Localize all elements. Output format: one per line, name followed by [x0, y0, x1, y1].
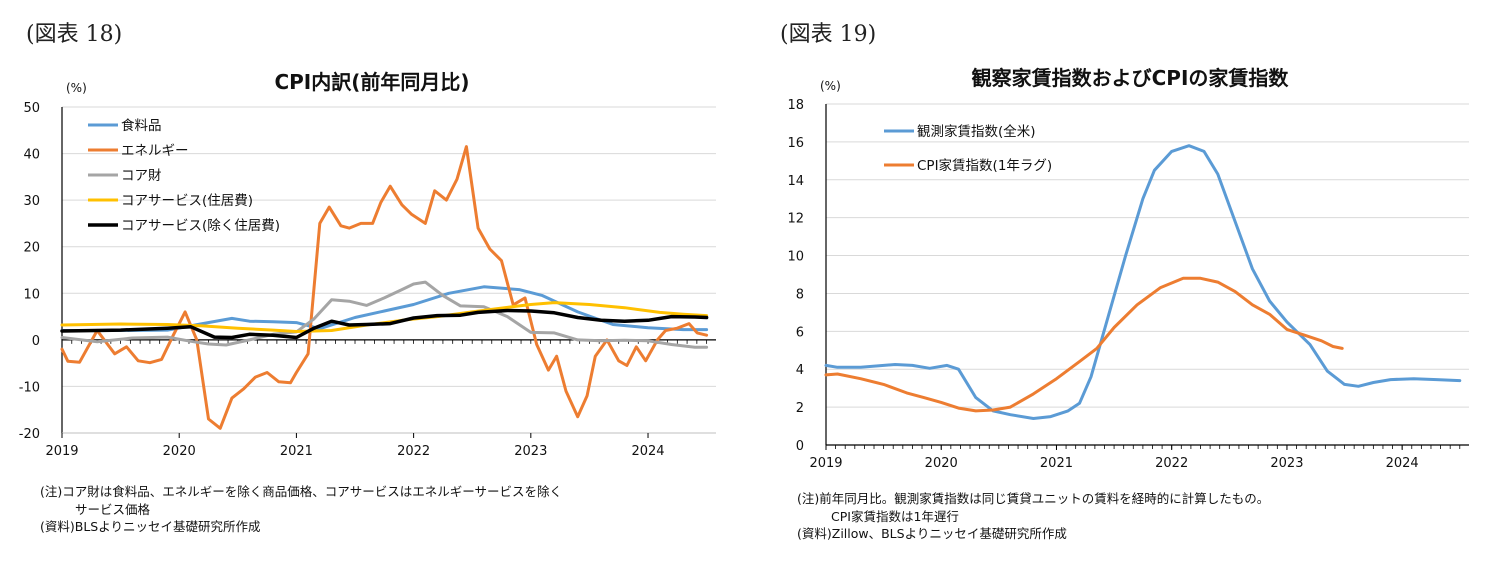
legend-label: エネルギー [121, 143, 189, 159]
figure-label: (図表 19) [780, 22, 877, 47]
y-tick-label: 2 [796, 401, 804, 416]
chart-notes: (注)コア財は食料品、エネルギーを除く商品価格、コアサービスはエネルギーサービス… [40, 483, 562, 536]
x-tick-label: 2020 [925, 456, 958, 471]
y-tick-label: 10 [787, 250, 804, 265]
chart-notes: (注)前年同月比。観測家賃指数は同じ賃貸ユニットの賃料を経時的に計算したもの。 … [797, 490, 1269, 543]
series-line [824, 276, 1344, 413]
chart-cpi-breakdown: CPI内訳(前年同月比) (%) -20 -10 0 10 20 30 40 50 2019 2020… [19, 70, 716, 459]
chart-title: CPI内訳(前年同月比) [274, 70, 469, 94]
legend-label: 観測家賃指数(全米) [917, 123, 1036, 140]
chart-panel-18: (図表 18) CPI内訳(前年同月比) (%) -20 -10 0 10 20 30 40 50… [0, 0, 740, 583]
y-tick-label: 20 [23, 241, 40, 256]
y-tick-label: -20 [19, 427, 40, 442]
chart-title: 観察家賃指数およびCPIの家賃指数 [972, 66, 1290, 90]
legend-label: 食料品 [121, 117, 162, 134]
y-tick-label: 10 [23, 287, 40, 302]
figure-label: (図表 18) [26, 22, 123, 47]
note-line: (注)前年同月比。観測家賃指数は同じ賃貸ユニットの賃料を経時的に計算したもの。 [797, 491, 1270, 506]
y-tick-label: -10 [19, 380, 40, 395]
x-tick-label: 2021 [1040, 456, 1073, 471]
series-line [60, 145, 709, 430]
legend-label: コア財 [121, 168, 162, 184]
y-tick-label: 40 [23, 148, 40, 163]
x-tick-label: 2024 [631, 444, 664, 459]
legend-label: CPI家賃指数(1年ラグ) [917, 157, 1052, 174]
series-line [60, 308, 709, 340]
y-tick-label: 14 [787, 174, 804, 189]
y-tick-label: 0 [796, 439, 804, 454]
x-tick-label: 2019 [45, 444, 78, 459]
note-line: (注)コア財は食料品、エネルギーを除く商品価格、コアサービスはエネルギーサービス… [40, 484, 563, 499]
y-tick-label: 50 [23, 101, 40, 116]
y-axis-unit-label: (%) [820, 79, 841, 93]
y-axis-unit-label: (%) [66, 81, 87, 95]
y-tick-label: 4 [796, 363, 804, 378]
x-tick-label: 2024 [1386, 456, 1419, 471]
y-tick-label: 18 [787, 98, 804, 113]
y-tick-label: 12 [787, 212, 804, 227]
chart-rent-index: 観察家賃指数およびCPIの家賃指数 (%) 0 2 4 6 8 10 12 14 16 18 2019 2… [787, 66, 1469, 471]
legend-label: コアサービス(除く住居費) [121, 218, 280, 234]
y-tick-label: 8 [796, 287, 804, 302]
x-tick-label: 2020 [163, 444, 196, 459]
series-line [824, 144, 1462, 420]
y-tick-label: 6 [796, 325, 804, 340]
series-line [60, 280, 709, 349]
x-tick-label: 2023 [1270, 456, 1303, 471]
y-tick-label: 0 [32, 334, 40, 349]
note-line: サービス価格 [75, 501, 151, 517]
x-tick-label: 2019 [809, 456, 842, 471]
x-tick-label: 2022 [1155, 456, 1188, 471]
y-tick-label: 30 [23, 194, 40, 209]
legend-label: コアサービス(住居費) [121, 193, 253, 209]
x-tick-label: 2022 [397, 444, 430, 459]
chart-panel-19: (図表 19) 観察家賃指数およびCPIの家賃指数 (%) 0 2 4 6 8 10 12 14 1… [760, 0, 1489, 583]
note-line: (資料)Zillow、BLSよりニッセイ基礎研究所作成 [797, 526, 1067, 541]
note-line: CPI家賃指数は1年遅行 [831, 508, 959, 524]
x-tick-label: 2021 [280, 444, 313, 459]
y-tick-label: 16 [787, 136, 804, 151]
note-line: (資料)BLSよりニッセイ基礎研究所作成 [40, 519, 261, 534]
x-tick-label: 2023 [514, 444, 547, 459]
